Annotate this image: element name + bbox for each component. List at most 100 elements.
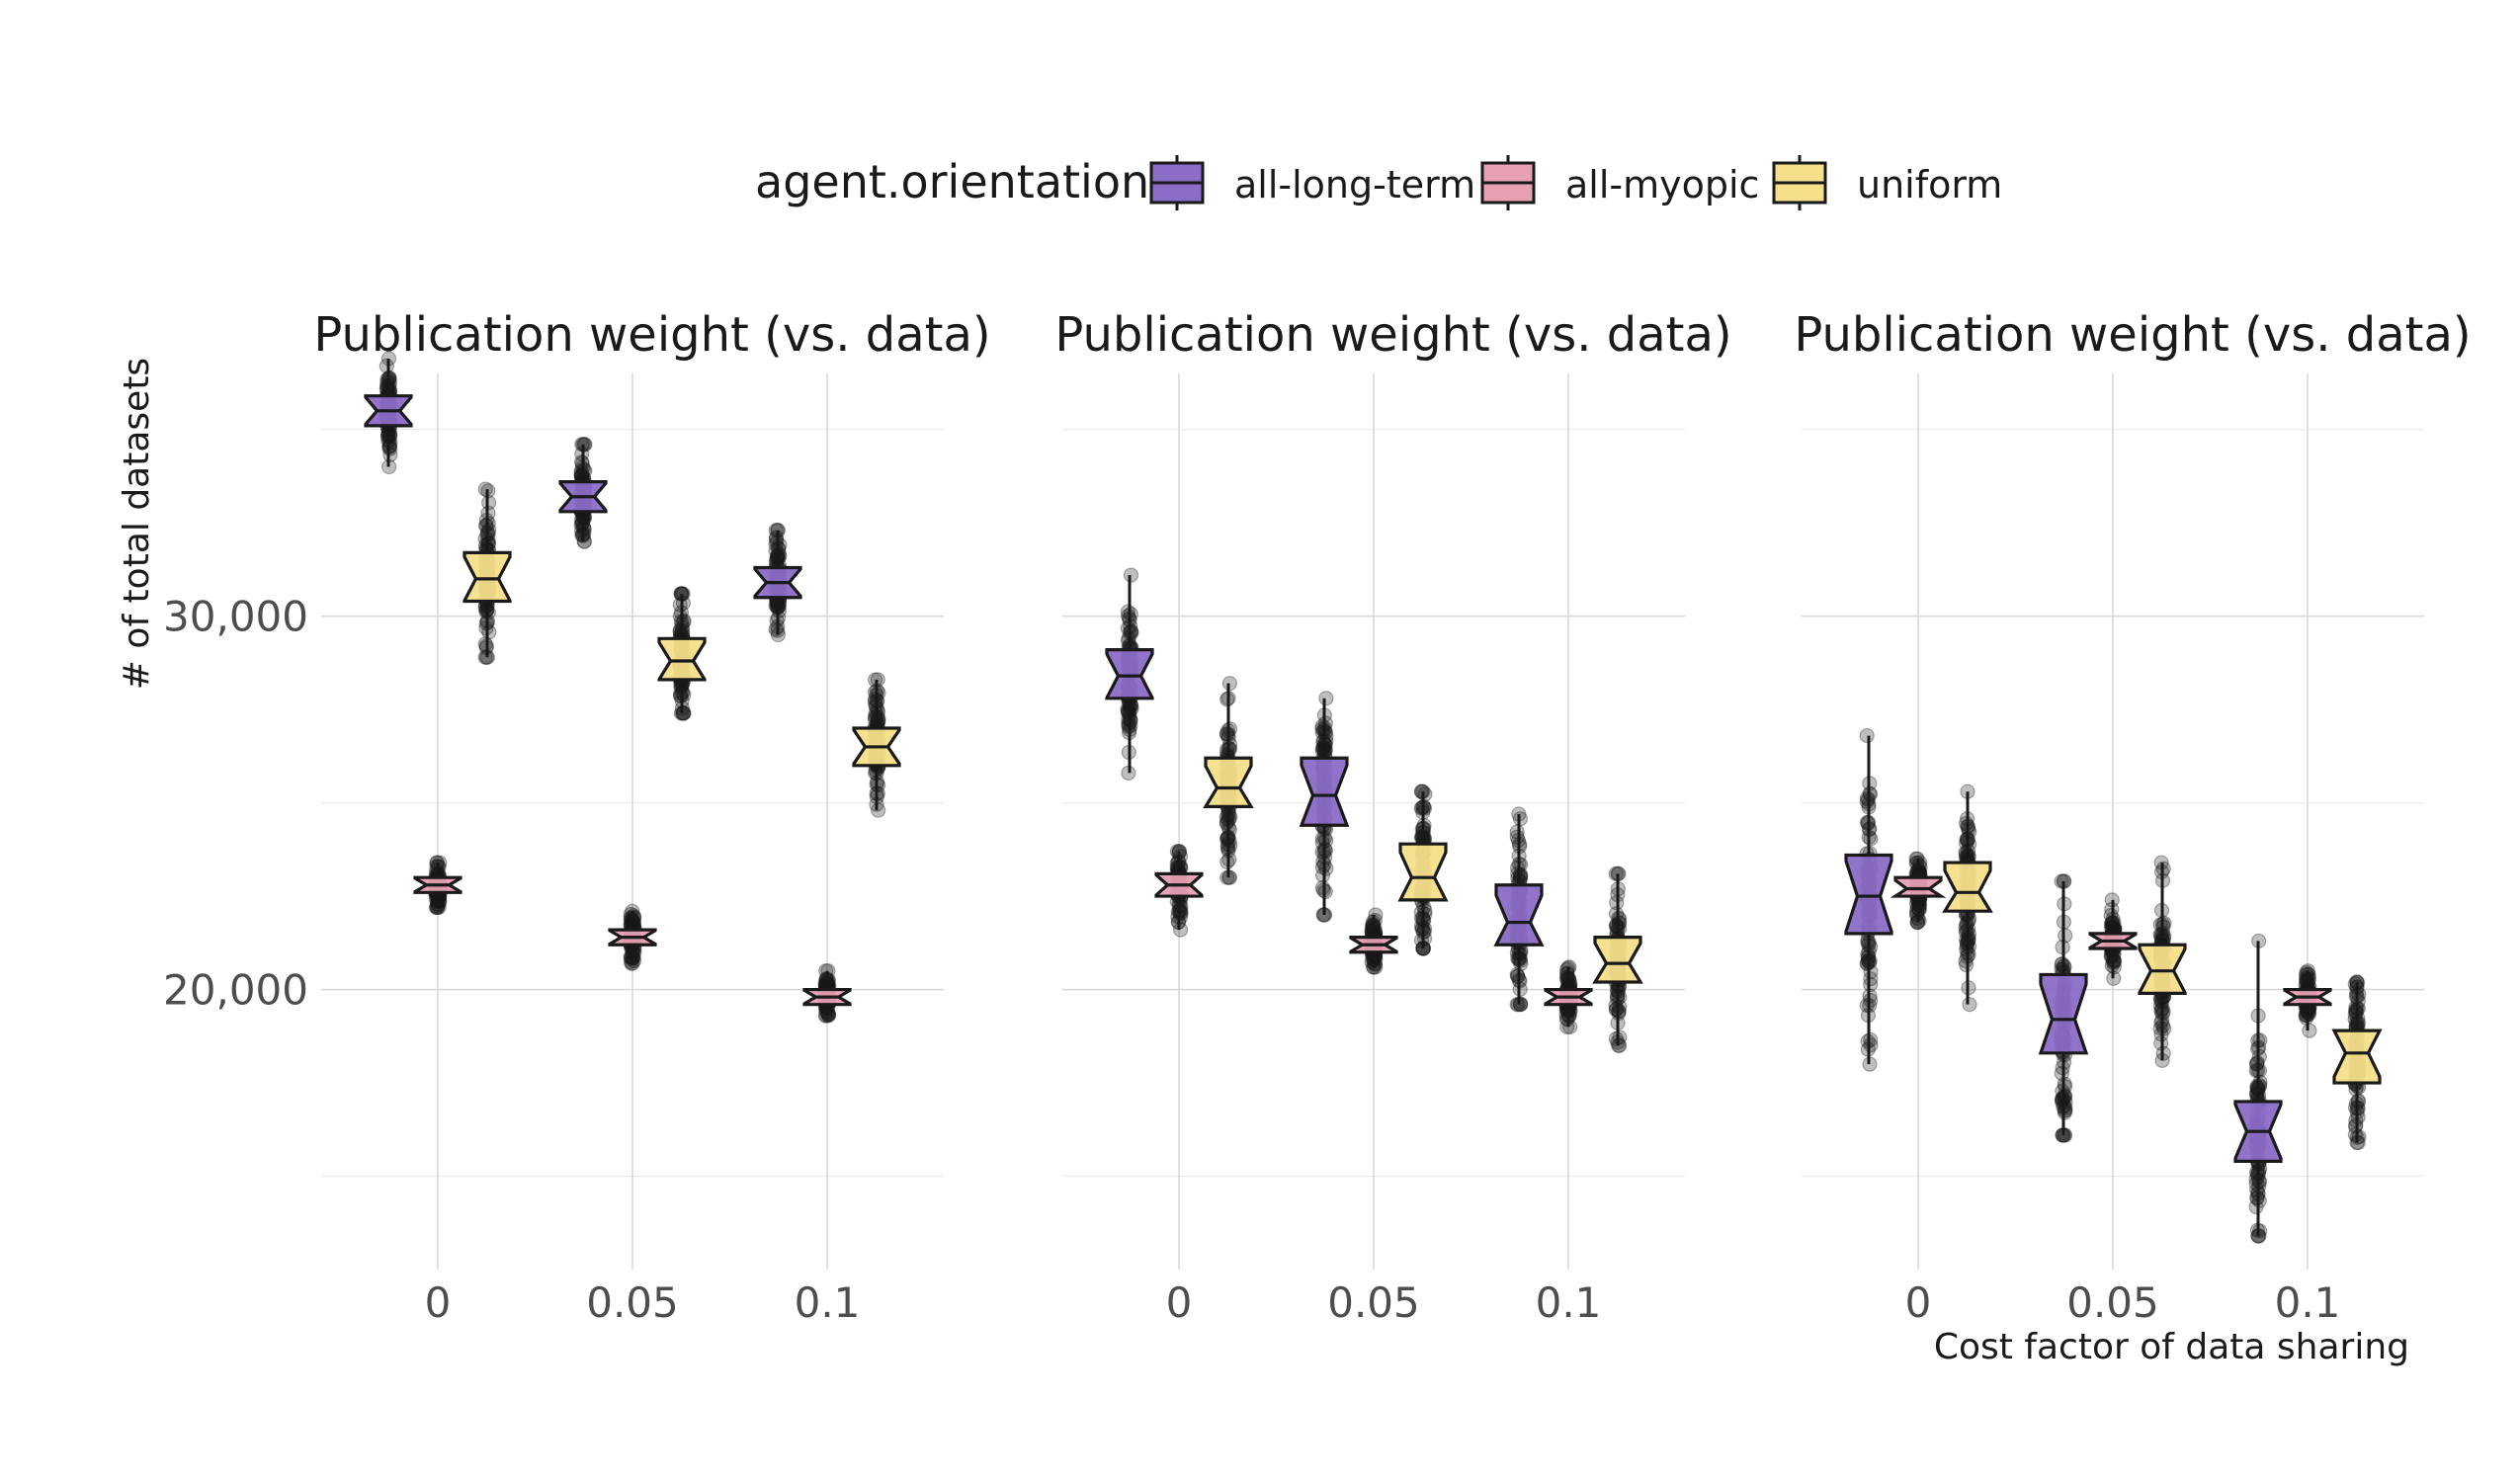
data-point xyxy=(480,505,496,521)
data-point xyxy=(770,618,786,634)
data-point xyxy=(1509,829,1525,845)
data-point xyxy=(478,603,495,618)
data-point xyxy=(870,701,885,717)
legend-label: uniform xyxy=(1857,163,2002,206)
data-point xyxy=(1512,981,1528,997)
data-point xyxy=(1317,737,1333,753)
data-point xyxy=(1416,798,1432,814)
data-point xyxy=(1612,1029,1628,1045)
data-point xyxy=(381,372,397,388)
data-point xyxy=(1511,951,1527,968)
data-point xyxy=(1124,625,1139,641)
data-point xyxy=(1122,700,1137,716)
data-point xyxy=(432,894,448,910)
box-all-long-term xyxy=(1105,648,1154,700)
data-point xyxy=(1124,623,1139,639)
series-all-myopic xyxy=(1154,844,1593,1034)
box-uniform xyxy=(1942,861,1993,913)
data-point xyxy=(478,604,494,619)
data-point xyxy=(1220,741,1236,757)
data-point xyxy=(1960,818,1975,835)
data-point xyxy=(770,547,786,563)
data-point xyxy=(479,613,495,629)
data-point xyxy=(623,913,639,929)
data-point xyxy=(1122,700,1137,715)
data-point xyxy=(770,626,787,643)
data-point xyxy=(768,542,784,558)
data-point xyxy=(574,455,590,471)
data-point xyxy=(1314,718,1330,734)
data-point xyxy=(1513,997,1529,1013)
data-point xyxy=(1860,1041,1876,1057)
data-point xyxy=(768,523,784,538)
data-point xyxy=(1610,1034,1626,1050)
data-point xyxy=(770,610,787,625)
data-point xyxy=(1221,740,1237,757)
data-point xyxy=(1316,907,1332,923)
data-point xyxy=(1222,741,1238,757)
data-point xyxy=(1122,624,1137,641)
data-point xyxy=(1559,961,1575,977)
data-point xyxy=(1511,972,1527,988)
data-point xyxy=(380,427,396,443)
data-point xyxy=(2057,873,2072,889)
data-point xyxy=(1558,971,1575,987)
data-point xyxy=(1219,854,1235,870)
data-point xyxy=(1415,911,1432,928)
data-point xyxy=(479,525,495,540)
data-point xyxy=(1558,1006,1574,1022)
data-point xyxy=(478,649,494,665)
data-point xyxy=(1317,736,1333,752)
data-point xyxy=(1219,830,1235,847)
data-point xyxy=(1219,837,1235,853)
panel-title: Publication weight (vs. data) xyxy=(1794,307,2471,363)
data-point xyxy=(1316,844,1332,860)
data-point xyxy=(1512,867,1529,883)
data-point xyxy=(673,688,689,703)
data-point xyxy=(626,910,642,926)
data-point xyxy=(2153,1035,2169,1051)
data-point xyxy=(1415,924,1431,940)
panel-1: 0 0.05 0.1 Publication weight (vs. data) xyxy=(313,307,990,1327)
data-point xyxy=(820,1007,836,1024)
data-point xyxy=(481,522,497,538)
data-point xyxy=(1513,952,1529,968)
data-point xyxy=(380,370,397,386)
data-point xyxy=(867,694,882,709)
data-point xyxy=(381,378,397,394)
data-point xyxy=(1367,920,1383,937)
data-point xyxy=(1317,741,1333,757)
data-point xyxy=(1961,980,1976,996)
data-point xyxy=(478,513,495,529)
data-point xyxy=(1413,910,1430,927)
data-point xyxy=(1121,715,1136,731)
data-point xyxy=(1170,903,1186,920)
data-point xyxy=(576,534,592,549)
data-point xyxy=(477,649,493,665)
data-point xyxy=(673,705,689,721)
data-point xyxy=(1415,941,1431,956)
data-point xyxy=(1221,721,1238,737)
data-point xyxy=(1513,955,1529,972)
data-point xyxy=(1317,850,1333,865)
legend-title: agent.orientation xyxy=(755,155,1149,208)
x-tick-label: 0.05 xyxy=(586,1278,679,1327)
data-point xyxy=(623,949,638,965)
data-point xyxy=(1365,917,1381,933)
data-point xyxy=(869,774,885,789)
data-point xyxy=(868,708,883,724)
data-point xyxy=(478,616,494,631)
data-point xyxy=(1169,856,1185,871)
data-point xyxy=(674,700,691,716)
data-point xyxy=(1221,869,1237,885)
data-point xyxy=(1121,744,1136,761)
data-point xyxy=(1511,806,1527,822)
data-point xyxy=(1559,969,1575,985)
data-point xyxy=(1170,854,1186,869)
data-point xyxy=(1171,854,1187,870)
data-point xyxy=(478,638,494,654)
data-point xyxy=(1512,950,1528,966)
data-point xyxy=(1415,783,1431,799)
data-point xyxy=(429,893,446,909)
